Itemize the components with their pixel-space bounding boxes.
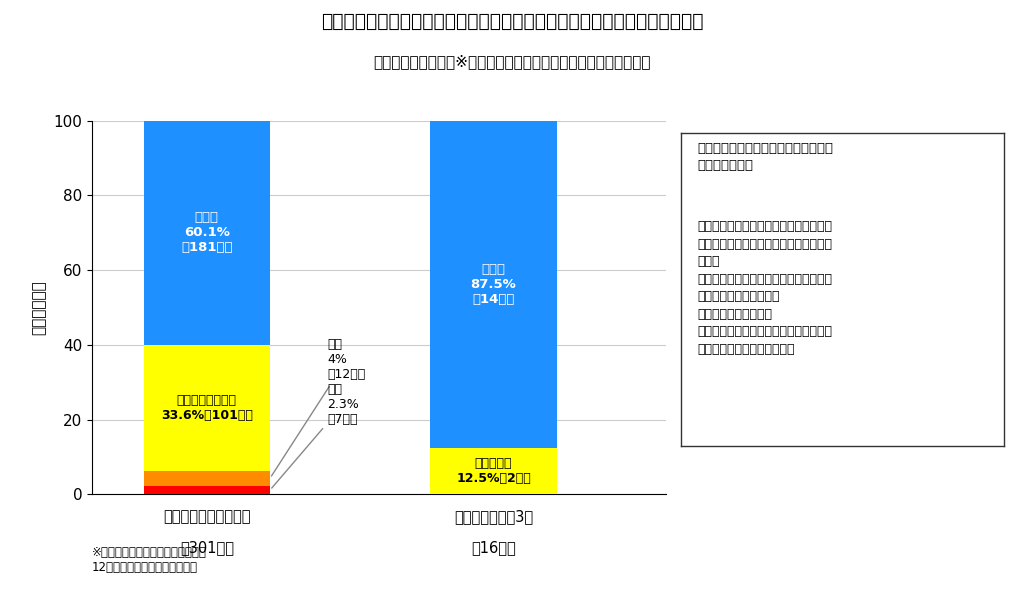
Text: ※　住宅性能表示未取得物件（平成
12年６月～）及び等級１のもの: ※ 住宅性能表示未取得物件（平成 12年６月～）及び等級１のもの — [92, 546, 207, 573]
Text: （16棟）: （16棟） — [471, 540, 516, 555]
Text: （建築基準法レベル）: （建築基準法レベル） — [163, 510, 251, 525]
Text: ＜参考＞住宅性能表示制度の耕震等級
（倒壊等防止）: ＜参考＞住宅性能表示制度の耕震等級 （倒壊等防止） — [697, 142, 834, 172]
Bar — [430, 121, 557, 447]
Bar — [143, 121, 270, 346]
Text: 建築基準法で想定している数百年に一
度程度の「極めて稀に発生する地震」の
力の、
・等級１は、１倡（建築基準法レベル）
・等級２は、１．２５倡
・等級３は、１．: 建築基準法で想定している数百年に一 度程度の「極めて稀に発生する地震」の 力の、… — [697, 221, 833, 356]
Text: 無被害
60.1%
（181棟）: 無被害 60.1% （181棟） — [181, 212, 232, 254]
Text: 軽微・小破・中破
33.6%（101棟）: 軽微・小破・中破 33.6%（101棟） — [161, 394, 253, 422]
Text: 性能表示（等級3）: 性能表示（等級3） — [454, 510, 534, 525]
Text: （建築基準法レベル※と住宅性能表示取得物件（等級３）の比較）: （建築基準法レベル※と住宅性能表示取得物件（等級３）の比較） — [374, 54, 650, 69]
Bar — [430, 447, 557, 494]
Bar — [143, 471, 270, 486]
Bar — [143, 486, 270, 494]
Text: 無被害
87.5%
（14棟）: 無被害 87.5% （14棟） — [471, 263, 516, 306]
Y-axis label: 被害率（％）: 被害率（％） — [32, 280, 47, 335]
Text: 軽微・小破
12.5%（2棟）: 軽微・小破 12.5%（2棟） — [457, 457, 530, 485]
Text: 大破
4%
（12棟）: 大破 4% （12棟） — [271, 338, 366, 476]
Bar — [143, 346, 270, 471]
Text: （301棟）: （301棟） — [180, 540, 233, 555]
Text: ＜住宅性能表制度創設（平成１２年１０月）以降の木造建築物の被害状況＞: ＜住宅性能表制度創設（平成１２年１０月）以降の木造建築物の被害状況＞ — [321, 12, 703, 31]
Text: 倒壊
2.3%
）7棟）: 倒壊 2.3% ）7棟） — [271, 384, 359, 488]
